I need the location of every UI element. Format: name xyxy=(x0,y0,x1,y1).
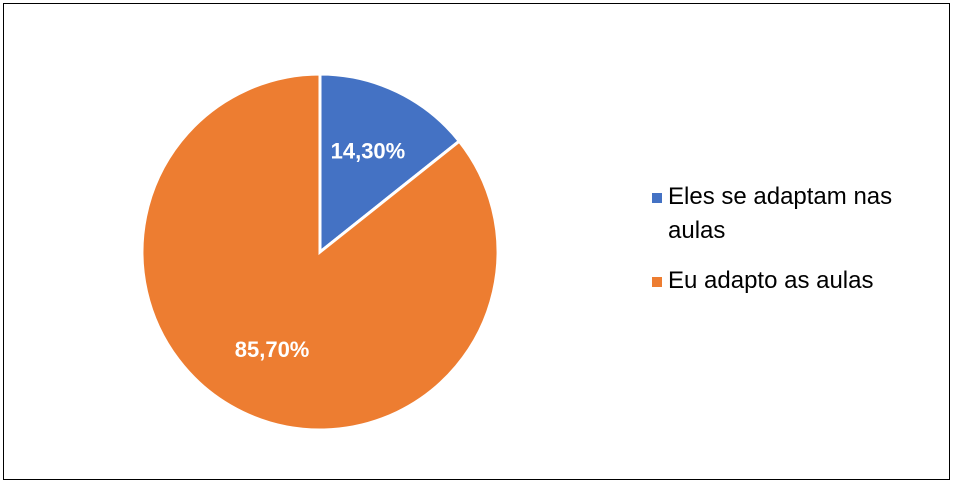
legend-label: Eu adapto as aulas xyxy=(668,267,874,294)
data-label: 85,70% xyxy=(235,337,310,362)
legend-item: Eles se adaptam nas aulas xyxy=(652,180,942,248)
chart-frame xyxy=(3,3,950,480)
data-label: 14,30% xyxy=(331,138,406,163)
legend-swatch xyxy=(652,193,662,203)
legend: Eles se adaptam nas aulas Eu adapto as au… xyxy=(652,180,942,314)
legend-item: Eu adapto as aulas xyxy=(652,264,942,298)
legend-label: Eles se adaptam nas aulas xyxy=(668,183,893,244)
pie-slice xyxy=(318,72,462,256)
pie-slice xyxy=(140,72,500,432)
legend-swatch xyxy=(652,277,662,287)
